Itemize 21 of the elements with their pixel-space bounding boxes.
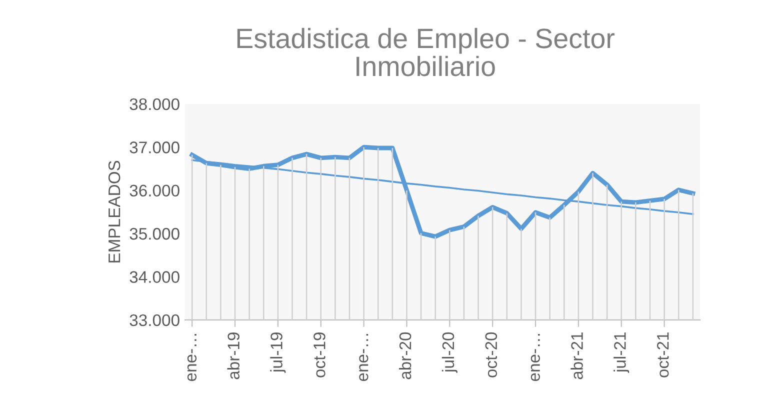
x-tick-label: ene-… [359, 334, 368, 382]
line-series [190, 144, 696, 239]
y-tick-label: 37.000 [130, 142, 180, 154]
chart-title: Estadistica de Empleo - Sector Inmobiliario [237, 28, 614, 76]
y-tick-label: 33.000 [130, 314, 180, 326]
x-tick-label: oct-19 [314, 332, 326, 378]
x-tick-label: oct-20 [485, 332, 498, 378]
x-tick-label: oct-21 [656, 332, 669, 378]
x-tick-label: jul-21 [614, 332, 630, 373]
x-tick-label: abr-21 [570, 332, 583, 380]
y-tick-label: 36.000 [130, 184, 180, 197]
x-tick-label: ene-… [187, 334, 197, 382]
y-tick-label: 34.000 [130, 271, 180, 283]
x-tick-label: jul-20 [442, 332, 458, 373]
x-tick-label: abr-19 [227, 332, 240, 380]
y-axis-title: EMPLEADOS [108, 160, 120, 262]
x-tick-label: ene-… [530, 334, 540, 382]
x-tick-label: jul-19 [270, 332, 286, 373]
x-tick-label: abr-20 [398, 332, 412, 380]
y-tick-label: 38.000 [130, 98, 180, 110]
y-tick-label: 35.000 [130, 228, 180, 240]
